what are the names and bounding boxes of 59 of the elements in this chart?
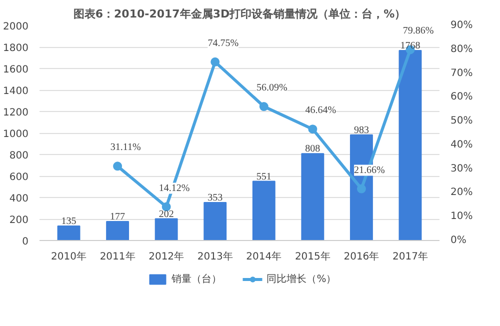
legend-label: 同比增长（%） [266, 272, 336, 286]
data-label: 1768 [400, 40, 420, 52]
x-tick-label: 2013年 [197, 250, 233, 262]
data-label: 808 [305, 144, 320, 155]
y-tick-label: 1000 [3, 129, 29, 140]
y-tick-label: 200 [9, 215, 29, 226]
point [356, 184, 366, 194]
data-label: 21.66% [354, 164, 385, 176]
point [259, 102, 268, 111]
data-label: 135 [61, 216, 76, 227]
chart-title: 图表6：2010-2017年金属3D打印设备销量情况（单位：台，%） [73, 8, 406, 20]
y-tick-label: 800 [9, 150, 29, 162]
data-label: 14.12% [158, 182, 190, 194]
y-tick-label: 1600 [3, 64, 29, 76]
point [308, 124, 318, 134]
x-tick-label: 2016年 [344, 250, 380, 262]
y-tick-label: 1400 [3, 86, 29, 97]
data-label: 46.64% [305, 105, 336, 116]
data-label: 983 [354, 124, 369, 136]
x-tick-label: 2015年 [294, 250, 330, 262]
y-tick-label: 0 [22, 236, 29, 248]
y2-tick-label: 60% [450, 92, 473, 103]
bar [301, 153, 324, 240]
data-label: 74.75% [208, 38, 239, 49]
point [210, 57, 220, 66]
bar [204, 202, 227, 240]
data-label: 79.86% [402, 26, 434, 37]
data-label: 31.11% [110, 142, 141, 154]
point [113, 162, 122, 171]
y-tick-label: 400 [9, 194, 29, 204]
y-tick-label: 1200 [3, 108, 29, 118]
y2-tick-label: 70% [450, 68, 473, 79]
data-label: 551 [256, 171, 272, 182]
y2-tick-label: 30% [450, 163, 473, 174]
x-tick-label: 2012年 [148, 250, 184, 262]
data-label: 56.09% [256, 82, 288, 94]
bar [57, 225, 80, 240]
y-tick-label: 2000 [3, 22, 29, 32]
y-tick-label: 600 [9, 172, 29, 183]
y-tick-label: 1800 [3, 43, 29, 54]
x-tick-label: 2014年 [246, 250, 282, 262]
data-label: 202 [158, 208, 174, 220]
bar [106, 220, 130, 240]
x-tick-label: 2011年 [100, 250, 136, 262]
bar [398, 50, 422, 240]
y2-tick-label: 80% [450, 44, 473, 55]
y2-tick-label: 20% [450, 187, 473, 198]
x-tick-label: 2017年 [392, 250, 428, 262]
x-tick-label: 2010年 [51, 250, 86, 262]
y2-tick-label: 40% [450, 139, 473, 150]
y2-tick-label: 10% [450, 211, 473, 222]
y2-tick-label: 0% [450, 235, 466, 246]
y2-tick-label: 90% [450, 20, 473, 31]
legend-label: 销量（台） [172, 272, 222, 286]
y2-tick-label: 50% [450, 116, 473, 127]
bar [154, 218, 178, 240]
bar [252, 180, 276, 240]
data-label: 353 [208, 192, 223, 204]
data-label: 177 [110, 211, 126, 222]
